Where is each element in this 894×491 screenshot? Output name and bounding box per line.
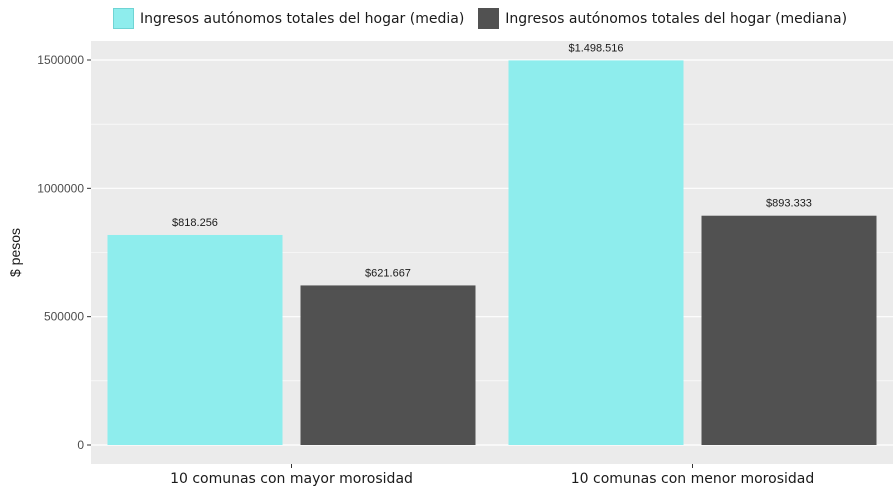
bar — [701, 215, 877, 445]
data-label: $818.256 — [172, 217, 218, 229]
data-label: $1.498.516 — [568, 42, 623, 54]
bar — [300, 285, 476, 445]
bar — [107, 234, 283, 445]
y-tick-label: 500000 — [44, 310, 84, 324]
x-tick-label: 10 comunas con menor morosidad — [571, 471, 814, 487]
y-tick-label: 0 — [77, 438, 84, 452]
data-label: $893.333 — [766, 198, 812, 210]
legend-item-mediana: Ingresos autónomos totales del hogar (me… — [478, 8, 847, 29]
y-axis-title: $ pesos — [7, 228, 23, 277]
legend-label-media: Ingresos autónomos totales del hogar (me… — [140, 10, 465, 27]
chart-legend: Ingresos autónomos totales del hogar (me… — [113, 8, 861, 29]
bar — [508, 60, 684, 446]
y-tick-label: 1000000 — [37, 181, 84, 195]
y-tick-label: 1500000 — [37, 53, 84, 67]
legend-key-media — [113, 8, 134, 29]
x-tick-label: 10 comunas con mayor morosidad — [170, 471, 413, 487]
data-label: $621.667 — [365, 267, 411, 279]
legend-key-mediana — [478, 8, 500, 29]
legend-label-mediana: Ingresos autónomos totales del hogar (me… — [505, 10, 848, 27]
legend-item-media: Ingresos autónomos totales del hogar (me… — [113, 8, 464, 29]
